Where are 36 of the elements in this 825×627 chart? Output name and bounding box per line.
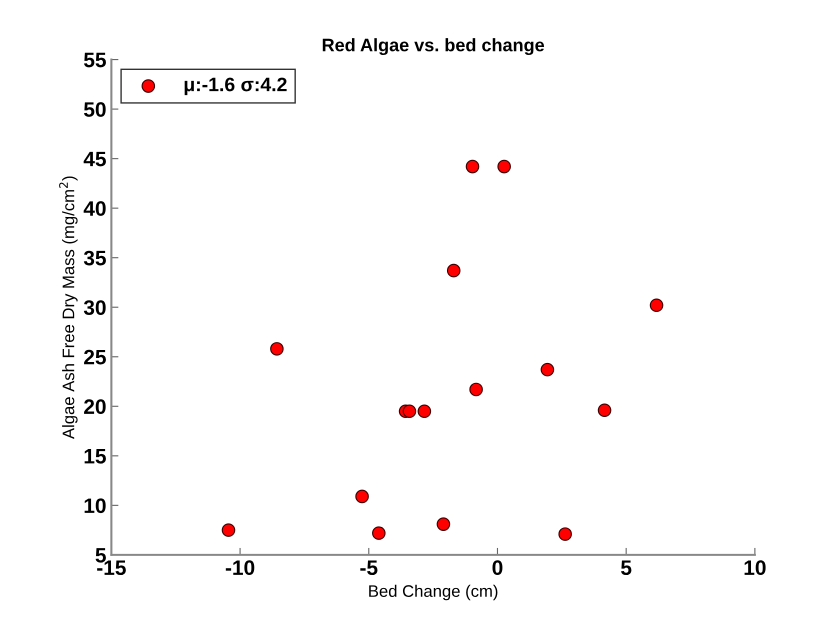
x-tick-label: 0 — [492, 560, 502, 576]
x-axis-title: Bed Change (cm) — [369, 584, 498, 600]
y-tick-label: 10 — [84, 498, 106, 514]
point — [372, 526, 386, 540]
y-tick-label: 15 — [84, 449, 106, 464]
y-tick-label: 20 — [84, 399, 106, 414]
point — [418, 404, 432, 418]
point — [469, 382, 483, 396]
y-tick-label: 35 — [84, 250, 106, 266]
chart-title: Red Algae vs. bed change — [322, 38, 544, 56]
point — [436, 517, 450, 531]
y-tick-label: 25 — [84, 350, 106, 365]
point — [270, 342, 284, 356]
point — [355, 490, 369, 504]
point — [446, 264, 460, 278]
point — [222, 523, 236, 537]
y-tick-label: 30 — [84, 300, 106, 316]
point — [402, 404, 416, 418]
y-tick-label: 45 — [84, 152, 106, 166]
y-tick-label: 50 — [84, 102, 106, 117]
x-tick-label: 5 — [621, 560, 632, 576]
y-tick-label: 55 — [84, 52, 106, 68]
point — [540, 362, 554, 376]
y-axis-title: Algae Ash Free Dry Mass (mg/cm$^{2}$) — [59, 176, 78, 440]
point — [466, 160, 480, 174]
x-tick-label: -10 — [226, 560, 254, 576]
y-tick-label: 5 — [96, 548, 106, 563]
point — [558, 527, 572, 541]
point — [650, 298, 664, 312]
x-tick-label: -5 — [360, 560, 378, 576]
legend-label: μ:-1.6 σ:4.2 — [184, 78, 287, 96]
y-tick-label: 40 — [84, 201, 106, 216]
x-tick-label: -15 — [97, 560, 126, 576]
point — [598, 403, 612, 418]
x-tick-label: 10 — [744, 560, 766, 576]
point — [497, 160, 511, 174]
